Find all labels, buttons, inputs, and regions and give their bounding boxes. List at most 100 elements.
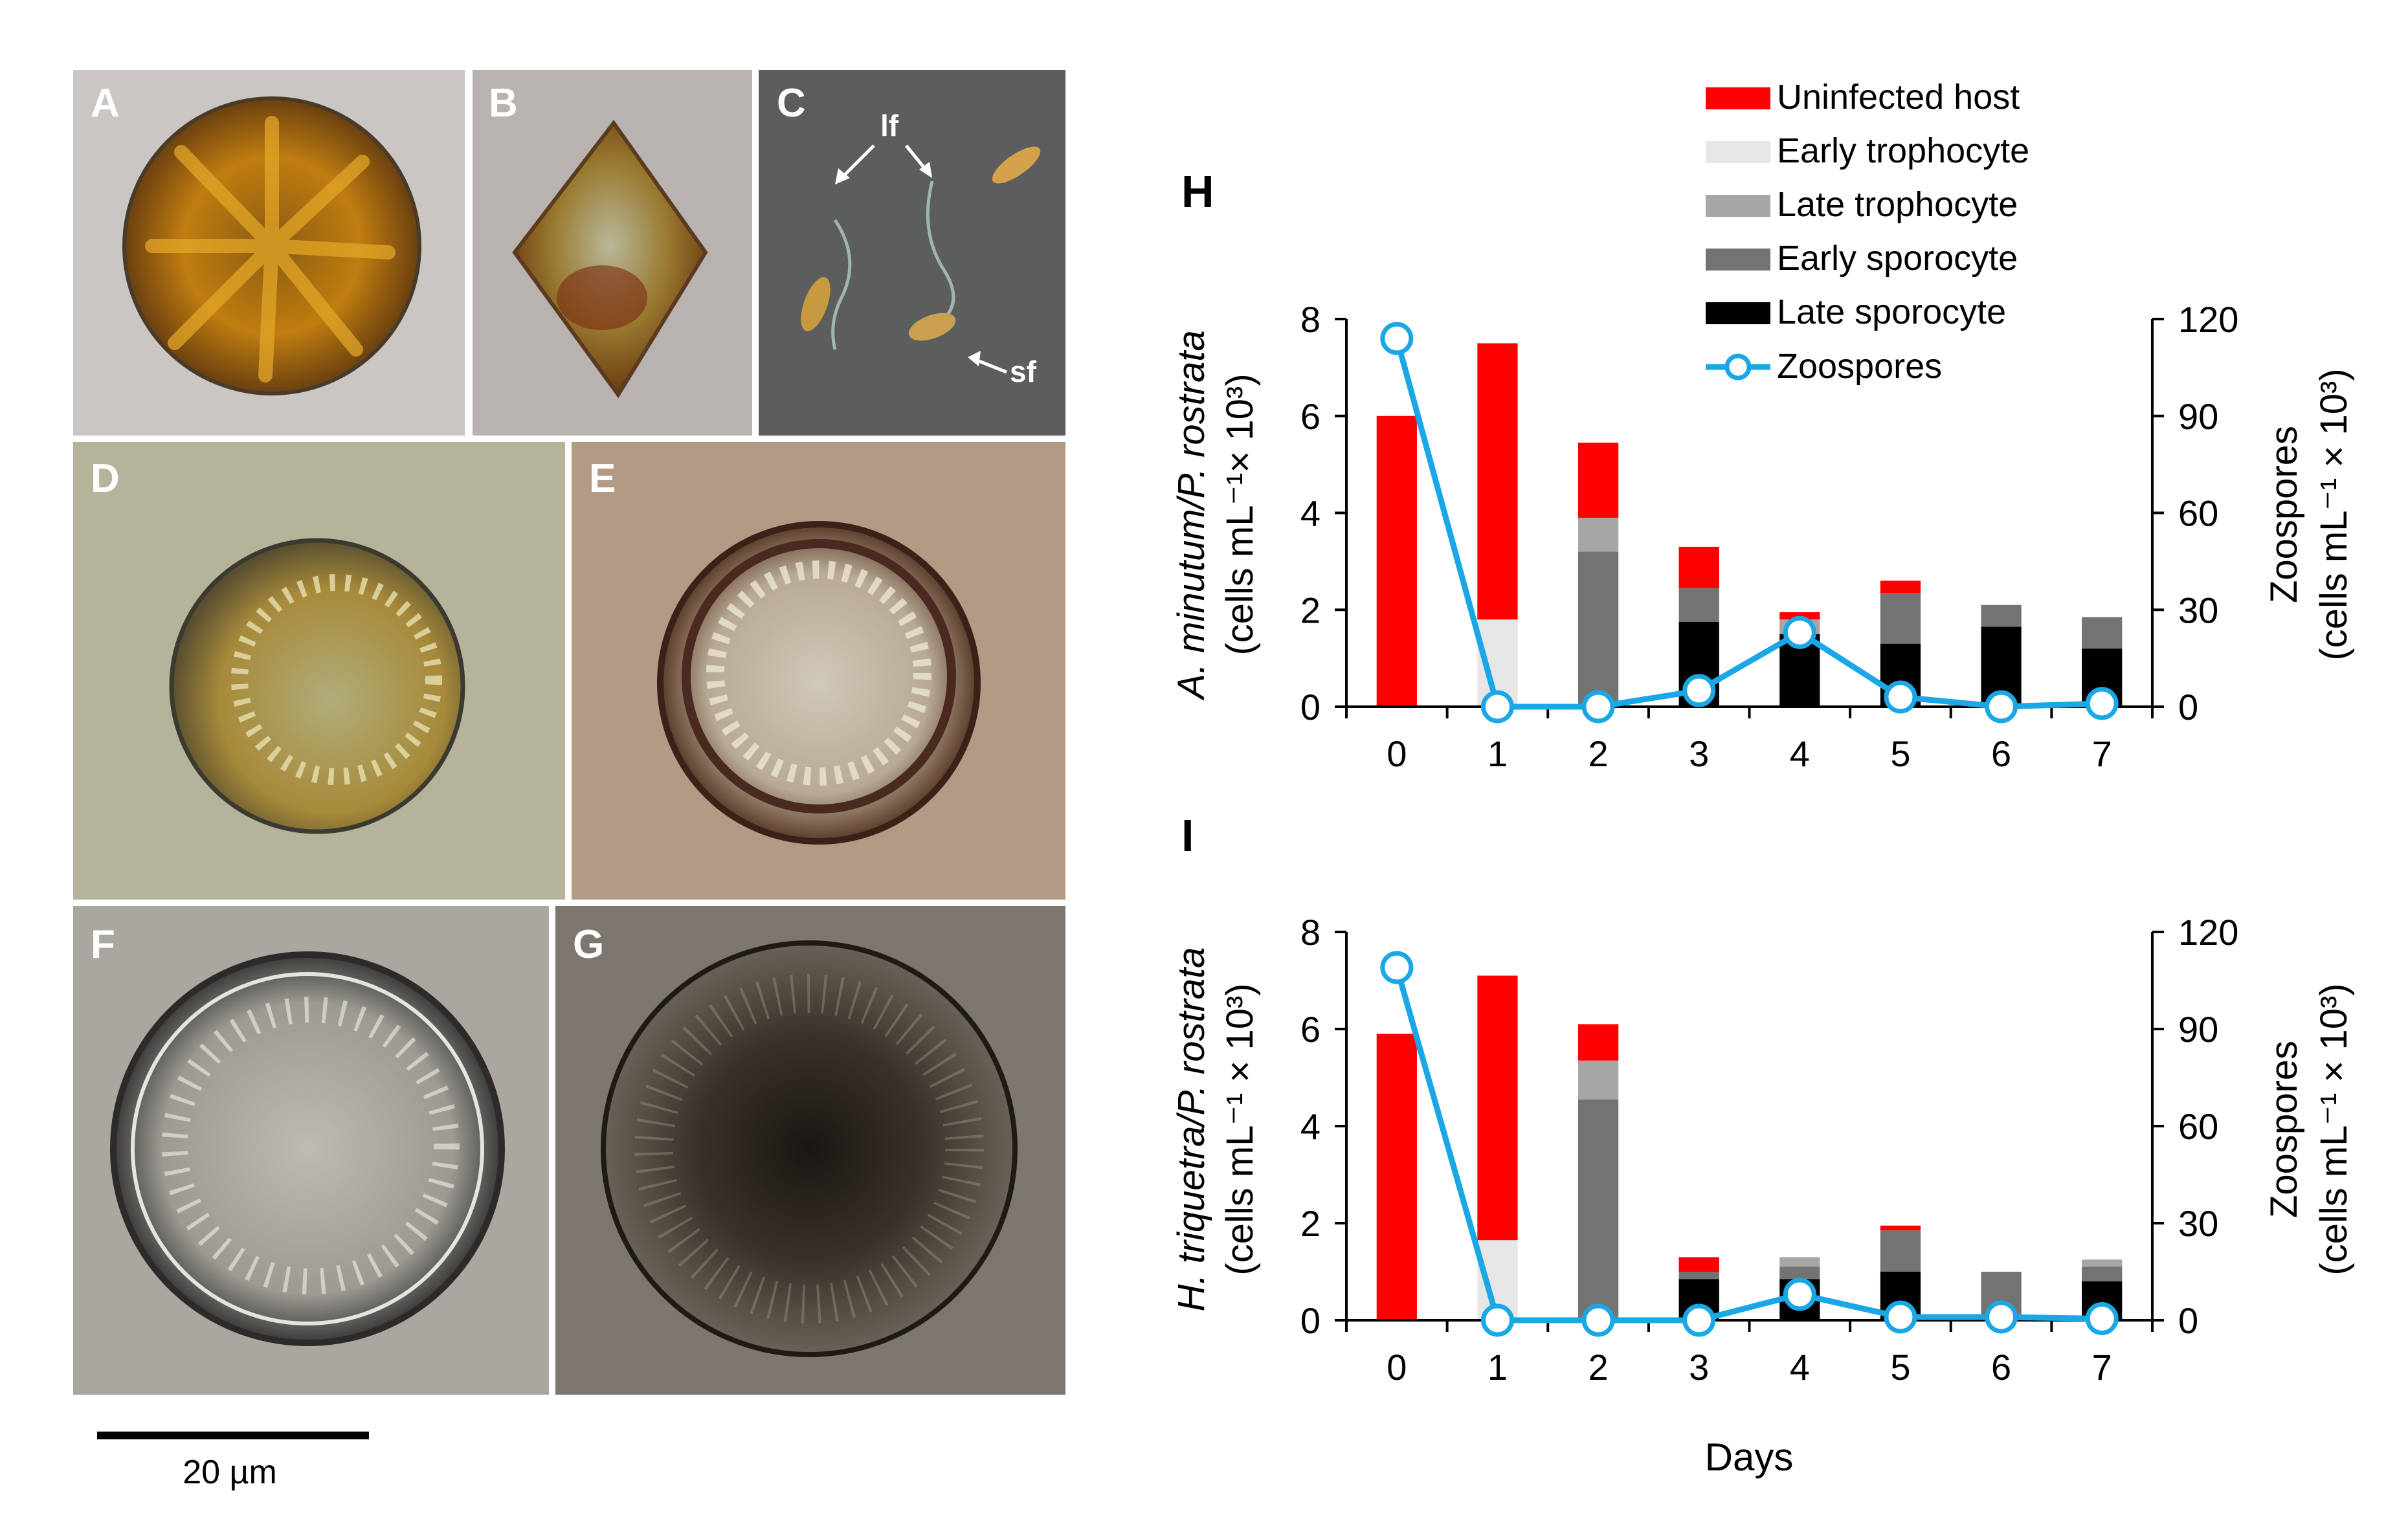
chart-i-y-axis-label: H. triquetra/P. rostrata [1170, 947, 1212, 1311]
legend-swatch [1706, 302, 1770, 324]
chart-h-bar-early-sporocyte-day-6 [1981, 604, 2022, 627]
chart-i-zoospore-point-day-2 [1581, 1303, 1615, 1337]
long-flagellum-arrowhead [835, 168, 850, 184]
legend-marker [1724, 353, 1752, 381]
chart-h-y-axis-label: A. minutum/P. rostrata [1170, 330, 1212, 701]
chart-i: I 0 2 4 6 8 0 30 60 90 120 0 1 2 3 4 5 6 7 H. triquetra… [1170, 810, 2355, 1479]
chart-h-y2-axis-unit: (cells mL⁻¹ × 10³) [2313, 368, 2355, 660]
chart-h-right-tick-label: 0 [2178, 687, 2198, 727]
micrograph-c: C lf sf [759, 70, 1065, 436]
chart-i-bar-early-sporocyte-day-4 [1779, 1267, 1820, 1279]
chart-h-left-ticks: 0 2 4 6 8 [1300, 299, 1346, 727]
chart-h-zoospore-point-day-4 [1783, 615, 1816, 649]
micrograph-a: A [73, 70, 465, 436]
chart-i-x-tick-label: 5 [1890, 1347, 1910, 1388]
legend-item-uninfected-host: Uninfected host [1706, 78, 2020, 116]
legend-swatch [1706, 87, 1770, 109]
chart-i-zoospore-point-day-4 [1783, 1278, 1816, 1311]
legend-swatch [1706, 249, 1770, 271]
chart-i-x-tick-label: 4 [1790, 1347, 1810, 1388]
chart-h-bar-uninfected-host-day-4 [1779, 612, 1820, 620]
chart-h-x-tick-label: 2 [1588, 733, 1608, 774]
chart-i-bar-uninfected-host-day-2 [1577, 1024, 1619, 1061]
chart-h-right-tick-label: 60 [2178, 493, 2218, 534]
chart-h-bars [1376, 343, 2123, 707]
chart-h-bar-uninfected-host-day-5 [1880, 581, 1921, 593]
chart-h-zoospore-polyline [1394, 337, 2102, 710]
micrograph-b-cell [512, 119, 708, 399]
chart-h-zoospore-point-day-7 [2085, 687, 2119, 720]
chart-i-right-tick-label: 90 [2178, 1009, 2218, 1050]
chart-i-panel-letter: I [1181, 810, 1194, 861]
chart-i-right-tick-label: 0 [2178, 1300, 2198, 1341]
chart-h-bar-uninfected-host-day-3 [1678, 546, 1719, 588]
legend-swatch [1706, 141, 1770, 163]
legend: Uninfected host Early trophocyte Late tr… [1706, 78, 2029, 386]
chart-i-right-ticks: 0 30 60 90 120 [2152, 912, 2238, 1341]
chart-h-bar-early-sporocyte-day-2 [1577, 551, 1619, 707]
chart-i-left-ticks: 0 2 4 6 8 [1300, 912, 1346, 1341]
long-flagellum-arrow [840, 144, 875, 179]
chart-i-bar-uninfected-host-day-0 [1376, 1034, 1417, 1320]
chart-i-bar-early-sporocyte-day-3 [1678, 1272, 1719, 1279]
chart-h-panel-letter: H [1181, 166, 1214, 217]
micrograph-g: G [555, 906, 1065, 1395]
chart-h-x-tick-label: 4 [1790, 733, 1810, 774]
chart-i-right-tick-label: 60 [2178, 1106, 2218, 1147]
chart-i-bar-late-trophocyte-day-2 [1577, 1060, 1619, 1100]
micrograph-c-letter: C [777, 81, 806, 126]
short-flagellum-arrowhead [968, 351, 981, 366]
chart-h-left-tick-label: 8 [1300, 299, 1321, 340]
chart-i-zoospore-line [1380, 951, 2119, 1337]
chart-h-left-tick-label: 2 [1300, 590, 1321, 630]
chart-h-bar-early-sporocyte-day-3 [1678, 588, 1719, 622]
chart-i-zoospore-polyline [1394, 966, 2102, 1323]
chart-h-bar-uninfected-host-day-2 [1577, 442, 1619, 518]
chart-h-right-tick-label: 30 [2178, 590, 2218, 630]
chart-h-left-tick-label: 4 [1300, 493, 1321, 534]
micrograph-c-zoospores [801, 146, 1041, 350]
chart-h-zoospore-point-day-1 [1480, 690, 1514, 724]
legend-label: Uninfected host [1777, 78, 2020, 116]
micrograph-e-letter: E [589, 456, 616, 501]
micrograph-f-letter: F [91, 922, 115, 967]
legend-swatch [1706, 195, 1770, 217]
chart-h-y2-axis-label: Zoospores [2263, 426, 2305, 603]
chart-i-zoospore-point-day-3 [1682, 1303, 1716, 1337]
micrograph-c-background [759, 70, 1065, 436]
micrograph-d-inner-ring [231, 574, 442, 785]
chart-i-zoospore-point-day-7 [2085, 1302, 2119, 1335]
chart-i-x-tick-label: 0 [1387, 1347, 1407, 1388]
chart-i-bar-uninfected-host-day-1 [1477, 975, 1518, 1241]
chart-i-x-tick-label: 3 [1689, 1347, 1709, 1388]
legend-item-zoospores: Zoospores [1706, 347, 1942, 386]
chart-i-left-tick-label: 2 [1300, 1203, 1321, 1244]
chart-i-zoospore-point-day-0 [1380, 951, 1414, 984]
long-flagellum-label: lf [880, 109, 899, 142]
chart-i-bar-late-trophocyte-day-7 [2082, 1259, 2123, 1267]
zoospore-cell [801, 277, 831, 331]
chart-i-bar-late-trophocyte-day-4 [1779, 1257, 1820, 1267]
chart-h-x-tick-label: 0 [1387, 733, 1407, 774]
chart-h-bar-late-trophocyte-day-2 [1577, 517, 1619, 552]
chart-i-y-axis-unit: (cells mL⁻¹ × 10³) [1219, 983, 1261, 1275]
chart-i-bar-early-sporocyte-day-5 [1880, 1230, 1921, 1272]
chart-i-bars [1376, 975, 2123, 1320]
chart-i-bar-early-sporocyte-day-7 [2082, 1267, 2123, 1281]
chart-i-left-tick-label: 8 [1300, 912, 1321, 953]
chart-h-zoospore-point-day-5 [1884, 680, 1917, 714]
chart-i-x-ticks: 0 1 2 3 4 5 6 7 [1345, 1320, 2154, 1388]
micrograph-b: B [473, 70, 752, 436]
micrograph-g-texture [634, 974, 984, 1323]
chart-h-x-tick-label: 7 [2092, 733, 2112, 774]
legend-label: Zoospores [1777, 347, 1942, 386]
micrograph-g-cell [601, 940, 1018, 1357]
short-flagellum-label: sf [1010, 355, 1037, 388]
zoospore-cell [992, 146, 1041, 184]
legend-label: Early trophocyte [1777, 131, 2029, 170]
chart-i-left-tick-label: 0 [1300, 1300, 1321, 1341]
chart-i-left-tick-label: 4 [1300, 1106, 1321, 1147]
chart-h-bar-early-sporocyte-day-7 [2082, 617, 2123, 649]
chart-i-bar-uninfected-host-day-3 [1678, 1257, 1719, 1272]
legend-label: Late trophocyte [1777, 185, 2018, 224]
